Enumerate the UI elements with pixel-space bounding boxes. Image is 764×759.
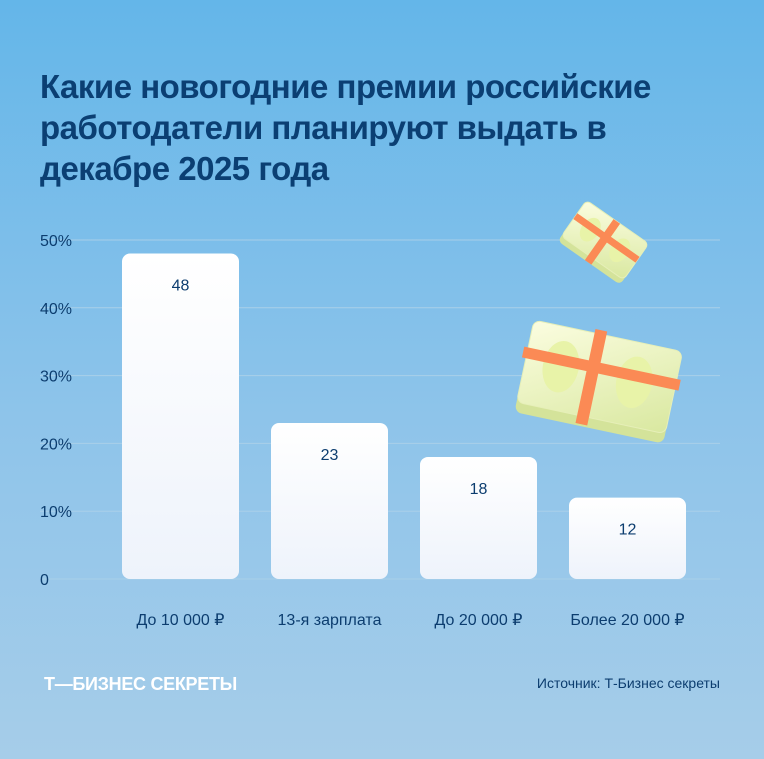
x-category-label: 13-я зарплата [278, 612, 382, 629]
bar-value-label: 12 [619, 522, 637, 539]
bar [271, 423, 388, 579]
bar [122, 253, 239, 579]
bar [569, 497, 686, 579]
y-tick-label: 40% [40, 301, 72, 318]
source-note: Источник: Т-Бизнес секреты [536, 675, 720, 691]
x-category-label: Более 20 000 ₽ [570, 612, 684, 629]
money-stack-large-icon [515, 320, 682, 443]
y-tick-label: 0 [40, 572, 49, 589]
y-tick-label: 20% [40, 436, 72, 453]
y-tick-label: 50% [40, 233, 72, 250]
bar-value-label: 23 [321, 447, 339, 464]
bar-value-label: 18 [470, 481, 488, 498]
bar [420, 456, 537, 579]
brand-logo: Т—БИЗНЕС СЕКРЕТЫ [44, 674, 237, 694]
y-tick-label: 10% [40, 504, 72, 521]
chart-title: Какие новогодние премии российские работ… [40, 68, 651, 187]
bar-value-label: 48 [172, 278, 190, 295]
x-category-label: До 10 000 ₽ [137, 612, 225, 629]
x-category-label: До 20 000 ₽ [435, 612, 523, 629]
money-stack-small-icon [559, 201, 648, 283]
y-tick-label: 30% [40, 369, 72, 386]
